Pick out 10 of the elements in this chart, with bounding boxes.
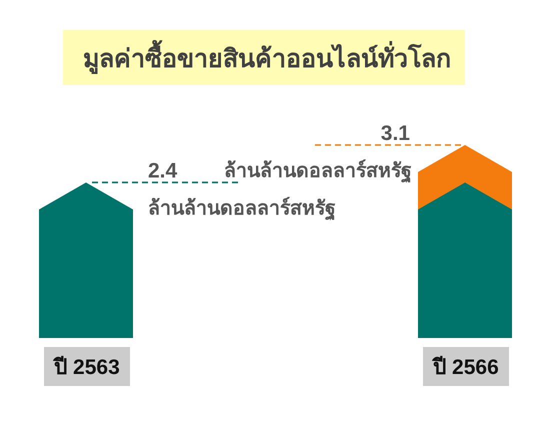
annotation: ล้านล้านดอลลาร์สหรัฐ bbox=[148, 197, 336, 220]
category-label: ปี 2563 bbox=[44, 347, 130, 386]
title: มูลค่าซื้อขายสินค้าออนไลน์ทั่วโลก bbox=[63, 30, 465, 85]
value-label: 3.1 bbox=[380, 122, 410, 145]
annotation: ล้านล้านดอลลาร์สหรัฐ bbox=[224, 160, 412, 182]
category-label: ปี 2566 bbox=[423, 347, 509, 386]
x-tick-label: ปี 2563 bbox=[52, 355, 120, 379]
chart-title: มูลค่าซื้อขายสินค้าออนไลน์ทั่วโลก bbox=[83, 39, 451, 75]
x-tick-label: ปี 2566 bbox=[431, 355, 499, 379]
value-label: 2.4 bbox=[148, 159, 178, 182]
